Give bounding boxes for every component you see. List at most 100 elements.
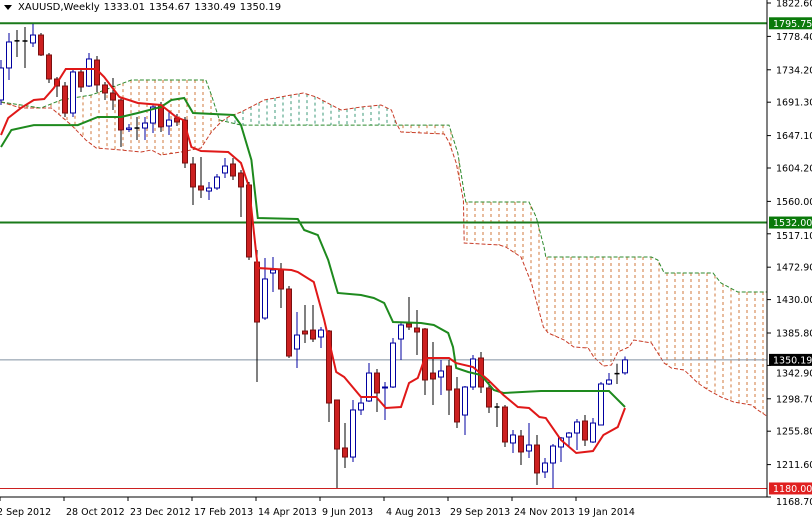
candle-bearish <box>454 388 460 423</box>
candle-bearish <box>62 85 68 114</box>
candle-bullish <box>30 34 36 44</box>
bar-close: 1350.19 <box>239 2 282 13</box>
candle-bullish <box>366 372 372 402</box>
candle-bullish <box>358 402 364 411</box>
candle-bearish <box>334 399 340 450</box>
candle-bearish <box>430 372 436 380</box>
bar-high: 1354.67 <box>149 2 191 13</box>
candle-bearish <box>278 269 284 290</box>
y-tick-label: 1472.90 <box>776 263 812 274</box>
candle-bearish <box>446 365 452 391</box>
candle-bullish <box>606 379 612 385</box>
price-tag-label: 1180.00 <box>773 484 812 495</box>
y-tick-label: 1342.90 <box>776 368 812 379</box>
candle-bullish <box>126 127 132 130</box>
candle-bearish <box>286 288 292 357</box>
candle-bearish <box>486 387 492 408</box>
kijun-sen-line <box>0 96 626 408</box>
y-tick-label: 1211.60 <box>776 460 812 471</box>
candle-bullish <box>206 187 212 192</box>
candle-bullish <box>318 329 324 338</box>
candle-bullish <box>0 67 4 101</box>
y-tick-label: 1430.00 <box>776 295 812 306</box>
bar-low: 1330.49 <box>194 2 236 13</box>
price-tag-box <box>769 17 812 30</box>
candle-bearish <box>110 92 116 101</box>
candle-bullish <box>70 71 76 114</box>
candle-bearish <box>422 328 428 381</box>
candle-bullish <box>542 462 548 473</box>
symbol-timeframe: XAUUSD,Weekly <box>18 2 100 13</box>
candle-bearish <box>38 34 44 56</box>
x-tick-label: 17 Feb 2013 <box>194 507 253 517</box>
candle-bearish <box>502 406 508 443</box>
candle-bullish <box>510 434 516 444</box>
x-tick-label: 23 Dec 2012 <box>130 507 191 517</box>
y-tick-label: 1298.70 <box>776 394 812 405</box>
candle-bearish <box>198 185 204 191</box>
plot-area <box>0 22 767 489</box>
candle-bullish <box>6 41 12 69</box>
y-tick-label: 1168.70 <box>776 497 812 508</box>
candle-bearish <box>238 172 244 188</box>
senkou-span-b-line <box>0 79 767 293</box>
bar-open: 1333.01 <box>103 2 146 13</box>
tenkan-sen-line <box>0 68 626 455</box>
candle-bearish <box>46 54 52 80</box>
candle-bullish <box>222 165 228 174</box>
candle-bullish <box>574 421 580 434</box>
candle-bearish <box>190 163 196 188</box>
candle-bearish <box>342 447 348 458</box>
candle-bearish <box>310 329 316 340</box>
candle-bullish <box>382 386 388 389</box>
y-tick-label: 1385.80 <box>776 328 812 339</box>
candle-bullish <box>526 444 532 452</box>
price-tag-box <box>769 353 812 366</box>
y-tick-label: 1647.10 <box>776 131 812 142</box>
candle-bullish <box>294 334 300 350</box>
candle-bearish <box>414 327 420 333</box>
candle-bullish <box>550 445 556 464</box>
y-tick-label: 1255.80 <box>776 427 812 438</box>
y-tick-label: 1778.40 <box>776 32 812 43</box>
candle-bullish <box>262 278 268 319</box>
candle-bearish <box>406 323 412 328</box>
y-tick-label: 1560.00 <box>776 197 812 208</box>
candle-bearish <box>518 435 524 453</box>
candle-bullish <box>622 359 628 374</box>
candle-bullish <box>150 106 156 124</box>
candle-bearish <box>534 444 540 474</box>
y-tick-label: 1734.20 <box>776 65 812 76</box>
x-tick-label: 14 Apr 2013 <box>258 507 317 517</box>
candle-bullish <box>142 122 148 129</box>
candle-bearish <box>102 84 108 94</box>
candle-bearish <box>326 330 332 404</box>
candle-bullish <box>598 383 604 426</box>
x-tick-label: 9 Jun 2013 <box>322 507 373 517</box>
price-tag-label: 1795.75 <box>773 19 812 30</box>
x-tick-label: 19 Jan 2014 <box>578 507 635 517</box>
candle-bullish <box>214 176 220 189</box>
y-tick-label: 1517.10 <box>776 231 812 242</box>
price-tag-box <box>769 216 812 229</box>
candle-bullish <box>390 342 396 388</box>
price-tag-label: 1350.19 <box>773 355 812 366</box>
candle-bearish <box>302 330 308 335</box>
candle-bullish <box>350 409 356 458</box>
chart-header: XAUUSD,Weekly 1333.01 1354.67 1330.49 13… <box>4 2 281 13</box>
y-tick-label: 1822.60 <box>776 0 812 10</box>
candle-bullish <box>398 324 404 340</box>
candle-bearish <box>374 372 380 394</box>
x-tick-label: 4 Aug 2013 <box>386 507 441 517</box>
candle-bearish <box>118 99 124 131</box>
candle-bearish <box>182 119 188 164</box>
x-tick-label: 24 Nov 2013 <box>514 507 575 517</box>
dropdown-triangle-icon[interactable] <box>4 5 12 10</box>
y-tick-label: 1691.30 <box>776 98 812 109</box>
candle-bearish <box>78 71 84 88</box>
candle-bullish <box>566 432 572 438</box>
price-tag-label: 1532.00 <box>773 218 812 229</box>
candle-bullish <box>166 119 172 127</box>
